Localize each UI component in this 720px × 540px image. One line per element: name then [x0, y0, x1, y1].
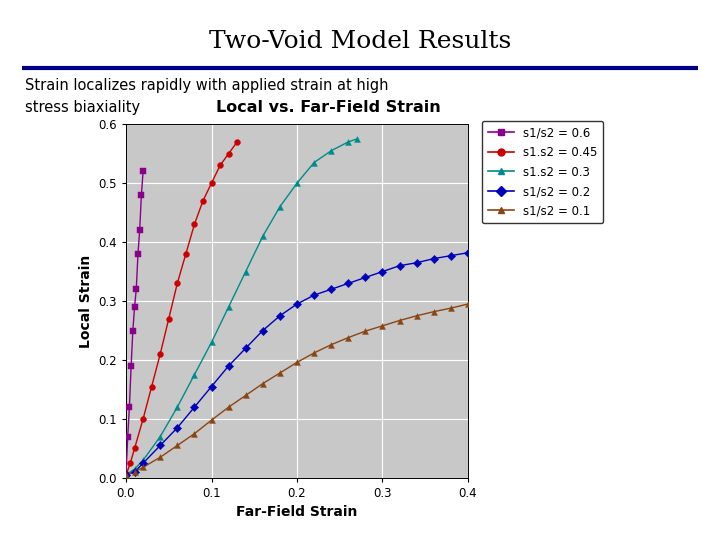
Point	[291, 358, 303, 367]
Point	[462, 300, 474, 308]
Point	[127, 326, 138, 335]
Point	[154, 453, 166, 462]
Point	[445, 251, 456, 260]
Point	[129, 465, 140, 474]
Point	[120, 471, 132, 480]
Point	[274, 369, 286, 377]
Point	[240, 267, 251, 276]
Point	[325, 285, 337, 294]
Point	[325, 340, 337, 349]
Point	[308, 291, 320, 300]
Point	[120, 471, 132, 480]
Point	[206, 338, 217, 347]
Point	[129, 302, 140, 311]
Point	[257, 232, 269, 240]
Point	[215, 161, 226, 170]
Point	[359, 327, 372, 335]
Point	[325, 146, 337, 155]
Point	[274, 312, 286, 320]
Point	[124, 403, 135, 411]
Point	[189, 220, 200, 229]
Point	[308, 349, 320, 357]
Point	[189, 370, 200, 379]
Point	[130, 285, 142, 294]
Point	[411, 312, 423, 320]
Point	[257, 326, 269, 335]
Text: Strain localizes rapidly with applied strain at high: Strain localizes rapidly with applied st…	[25, 78, 389, 93]
Point	[291, 179, 303, 187]
Point	[343, 279, 354, 288]
Point	[274, 202, 286, 211]
Point	[154, 350, 166, 359]
Point	[171, 403, 183, 411]
Point	[206, 179, 217, 187]
Text: stress biaxiality: stress biaxiality	[25, 100, 140, 115]
Point	[428, 307, 439, 316]
Point	[231, 138, 243, 146]
Point	[134, 226, 145, 234]
Point	[222, 403, 234, 411]
Point	[428, 254, 439, 263]
Point	[154, 433, 166, 441]
Point	[125, 459, 136, 468]
Point	[197, 197, 209, 205]
X-axis label: Far-Field Strain: Far-Field Strain	[236, 505, 358, 519]
Legend: s1/s2 = 0.6, s1.s2 = 0.45, s1.s2 = 0.3, s1/s2 = 0.2, s1/s2 = 0.1: s1/s2 = 0.6, s1.s2 = 0.45, s1.s2 = 0.3, …	[482, 120, 603, 224]
Point	[222, 362, 234, 370]
Point	[138, 456, 149, 464]
Point	[120, 471, 132, 480]
Point	[132, 249, 144, 258]
Point	[240, 391, 251, 400]
Point	[129, 444, 140, 453]
Point	[163, 314, 174, 323]
Y-axis label: Local Strain: Local Strain	[78, 254, 93, 348]
Point	[129, 468, 140, 476]
Point	[222, 302, 234, 311]
Point	[308, 158, 320, 167]
Point	[377, 267, 388, 276]
Point	[138, 415, 149, 423]
Point	[171, 279, 183, 288]
Point	[171, 441, 183, 450]
Point	[343, 138, 354, 146]
Point	[125, 362, 137, 370]
Point	[222, 150, 234, 158]
Point	[240, 344, 251, 353]
Point	[291, 300, 303, 308]
Point	[154, 441, 166, 450]
Point	[135, 191, 147, 199]
Point	[189, 429, 200, 438]
Point	[129, 468, 140, 476]
Point	[411, 259, 423, 267]
Point	[120, 471, 132, 480]
Point	[171, 423, 183, 432]
Text: Two-Void Model Results: Two-Void Model Results	[209, 30, 511, 53]
Text: Local vs. Far-Field Strain: Local vs. Far-Field Strain	[216, 100, 441, 115]
Point	[445, 304, 456, 313]
Point	[122, 433, 133, 441]
Point	[120, 471, 132, 480]
Point	[180, 249, 192, 258]
Point	[394, 261, 405, 270]
Point	[351, 134, 363, 143]
Point	[343, 333, 354, 342]
Point	[359, 273, 372, 282]
Point	[206, 382, 217, 391]
Point	[257, 379, 269, 388]
Point	[206, 416, 217, 424]
Point	[138, 459, 149, 468]
Point	[138, 167, 149, 176]
Point	[146, 382, 158, 391]
Point	[138, 463, 149, 471]
Point	[462, 248, 474, 257]
Point	[394, 316, 405, 325]
Point	[189, 403, 200, 411]
Point	[377, 321, 388, 330]
